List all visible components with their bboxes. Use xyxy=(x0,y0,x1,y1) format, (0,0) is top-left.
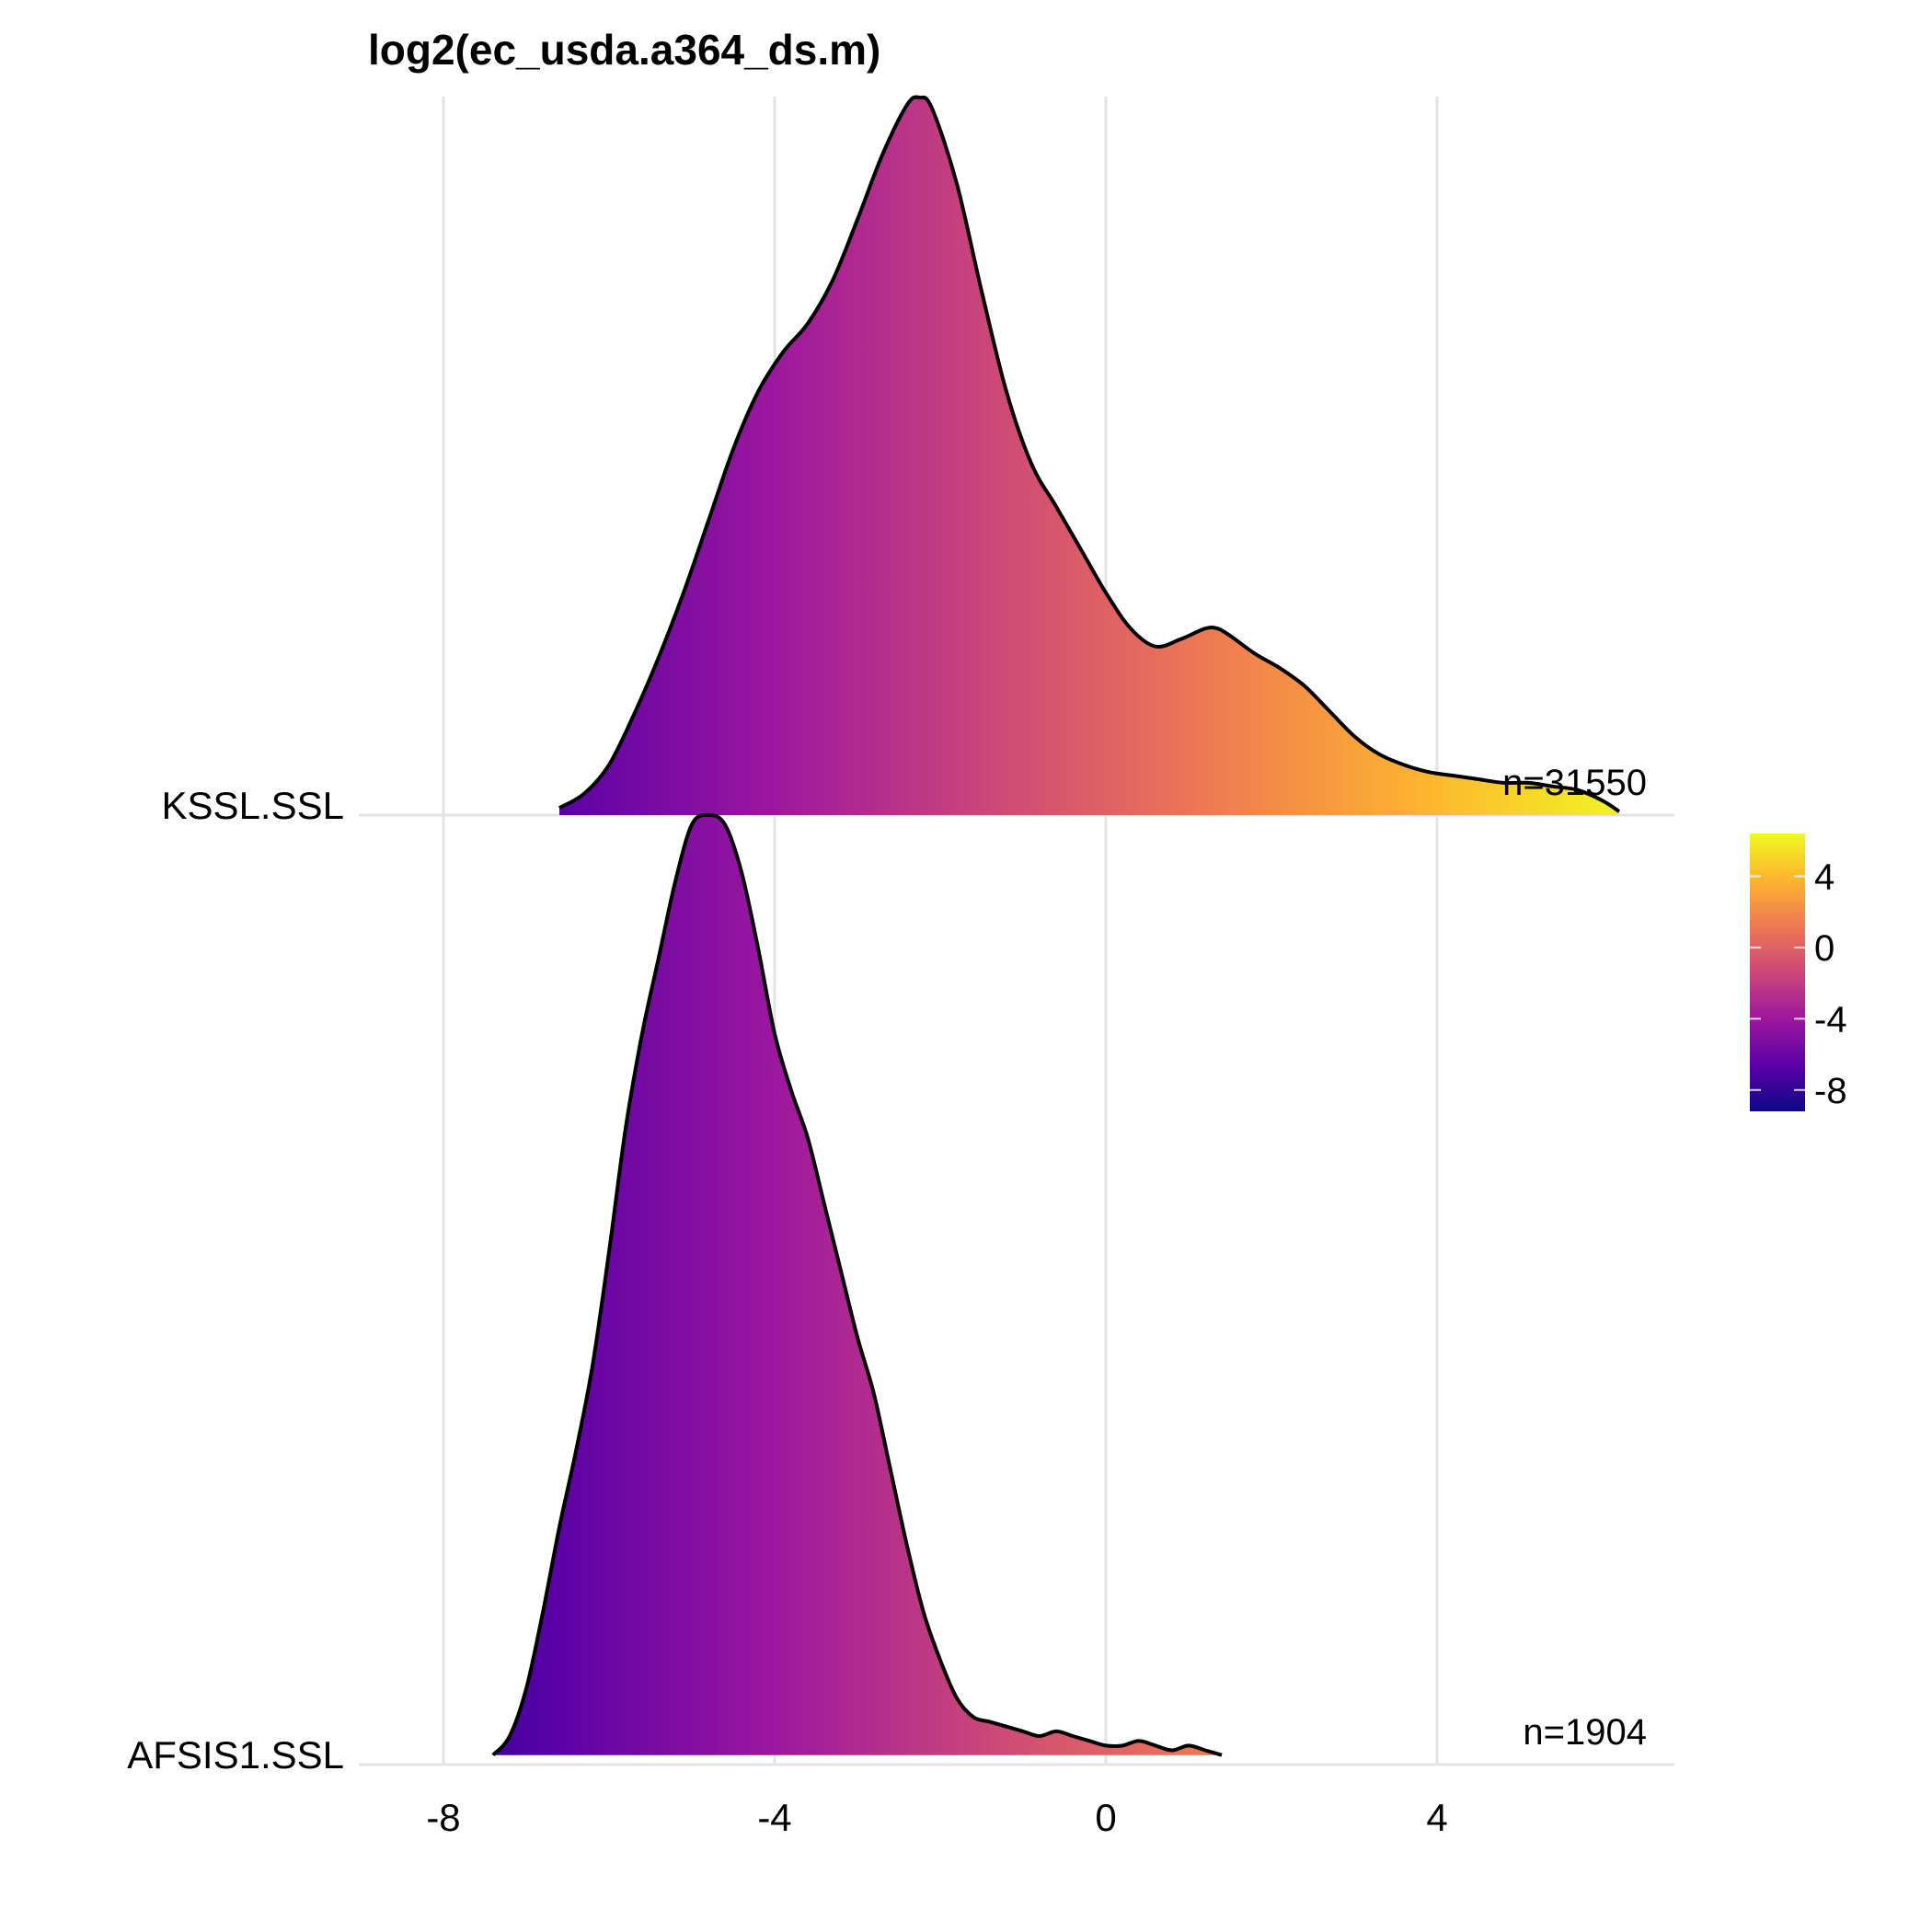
grid xyxy=(359,97,1674,1766)
ridge-fill-kssl-ssl xyxy=(559,97,1619,815)
x-tick-label: 4 xyxy=(1426,1796,1447,1839)
chart-title: log2(ec_usda.a364_ds.m) xyxy=(368,26,880,74)
colorbar-tick-label: -4 xyxy=(1814,999,1847,1040)
colorbar-tick-label: 4 xyxy=(1814,857,1834,897)
colorbar xyxy=(1750,834,1805,1111)
x-tick-label: 0 xyxy=(1095,1796,1116,1839)
category-label: KSSL.SSL xyxy=(162,784,344,827)
category-label: AFSIS1.SSL xyxy=(127,1733,344,1777)
colorbar-tick-label: 0 xyxy=(1814,928,1834,969)
count-label: n=31550 xyxy=(1502,763,1647,803)
labels: -8 -4 0 4 KSSL.SSL n=31550 AFSIS1.SSL n=1904 xyxy=(127,763,1647,1839)
ridge-line-kssl-ssl xyxy=(558,95,1621,813)
count-label: n=1904 xyxy=(1523,1712,1647,1753)
ridge-fill-afsis1-ssl xyxy=(493,814,1222,1755)
x-tick-label: -8 xyxy=(426,1796,460,1839)
ridge-line-afsis1-ssl xyxy=(491,812,1223,1757)
ridges xyxy=(491,95,1621,1757)
colorbar-tick-label: -8 xyxy=(1814,1071,1847,1111)
x-tick-label: -4 xyxy=(757,1796,791,1839)
colorbar-legend: 4 0 -4 -8 xyxy=(1750,834,1847,1111)
